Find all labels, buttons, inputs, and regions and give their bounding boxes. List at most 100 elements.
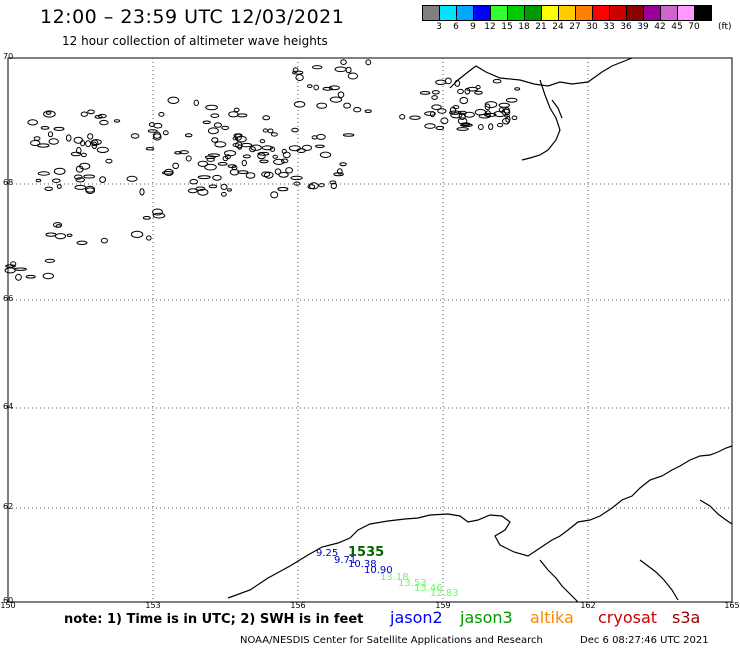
ice-floe xyxy=(228,111,239,118)
ice-floe xyxy=(211,137,219,143)
legend-tick-label: 21 xyxy=(535,22,547,32)
ice-floe xyxy=(444,77,452,85)
ice-floe xyxy=(55,233,66,240)
swh-observation: 13.18 xyxy=(380,572,409,583)
ice-floe xyxy=(113,119,121,123)
ice-floe xyxy=(437,108,447,114)
ice-floe xyxy=(322,86,333,91)
ice-floe xyxy=(257,152,266,160)
ice-floe xyxy=(460,123,473,127)
ice-floe xyxy=(226,188,232,192)
ice-floe xyxy=(152,133,162,141)
ice-floe xyxy=(270,132,278,137)
ice-floe xyxy=(197,160,209,167)
ice-floe xyxy=(233,133,243,138)
ice-floe xyxy=(45,232,57,237)
latitude-label: 62 xyxy=(3,502,14,511)
ice-floe xyxy=(272,154,279,159)
ice-floe xyxy=(91,141,98,150)
ice-floe xyxy=(76,147,82,154)
ice-floe xyxy=(65,134,72,142)
ice-floe xyxy=(56,184,62,189)
satellite-cryosat-label: cryosat xyxy=(598,608,658,627)
ice-floe xyxy=(307,84,313,88)
ice-floe xyxy=(187,188,198,194)
ice-floe xyxy=(70,151,82,157)
ice-floe xyxy=(477,124,484,130)
ice-floe xyxy=(145,147,155,151)
ice-floe xyxy=(195,186,206,191)
legend-swatch xyxy=(661,6,678,20)
ice-floe xyxy=(207,127,219,135)
longitude-label: 150 xyxy=(0,601,16,610)
ice-floe xyxy=(51,178,61,183)
ice-floe xyxy=(153,131,162,139)
ice-floe xyxy=(5,264,16,268)
ice-floe xyxy=(179,150,189,155)
ice-floe xyxy=(207,153,220,158)
ice-floe xyxy=(431,95,438,100)
ice-floe xyxy=(53,126,65,131)
ice-floe xyxy=(329,180,337,185)
latitude-label: 64 xyxy=(3,402,14,411)
legend-swatch xyxy=(559,6,576,20)
longitude-label: 165 xyxy=(724,601,740,610)
ice-floe xyxy=(237,170,249,175)
ice-floe xyxy=(353,107,362,113)
ice-floe xyxy=(261,171,271,178)
ice-floe xyxy=(44,258,56,263)
ice-floe xyxy=(99,119,109,126)
latitude-label: 60 xyxy=(3,596,14,605)
legend-tick-label: 18 xyxy=(518,22,530,32)
ice-floe xyxy=(76,240,88,246)
ice-floe xyxy=(339,162,347,167)
legend-swatch xyxy=(525,6,542,20)
date-text: Dec 6 08:27:46 UTC 2021 xyxy=(580,635,709,646)
ice-floe xyxy=(42,272,54,280)
ice-floe xyxy=(270,191,279,199)
satellite-jason3-label: jason3 xyxy=(460,608,513,627)
legend-swatch xyxy=(542,6,559,20)
ice-floe xyxy=(505,115,511,123)
ice-floe xyxy=(105,158,113,164)
legend-swatch xyxy=(610,6,627,20)
ice-floe xyxy=(264,171,274,179)
ice-floe xyxy=(449,110,462,115)
ice-floe xyxy=(174,151,182,155)
legend-tick-label: 39 xyxy=(637,22,649,32)
satellite-altika-label: altika xyxy=(530,608,574,627)
ice-floe xyxy=(288,145,301,152)
ice-floe xyxy=(475,85,481,90)
ice-floe xyxy=(278,171,289,178)
ice-floe xyxy=(94,115,103,119)
ice-floe xyxy=(259,139,266,144)
swh-observation: 13.53 xyxy=(398,578,427,589)
longitude-label: 153 xyxy=(145,601,161,610)
ice-floe xyxy=(492,78,502,84)
ice-floe xyxy=(4,267,16,274)
ice-floe xyxy=(87,133,94,140)
swh-observation: 9.25 xyxy=(316,548,338,559)
ice-floe xyxy=(13,267,27,271)
ice-floe xyxy=(189,179,198,185)
ice-floe xyxy=(45,111,52,115)
ice-floe xyxy=(261,145,274,151)
ice-floe xyxy=(33,136,41,141)
ice-floe xyxy=(340,59,347,65)
ice-floe xyxy=(435,79,447,86)
latitude-label: 70 xyxy=(3,52,14,61)
ice-floe xyxy=(221,125,230,131)
ice-floe xyxy=(308,182,319,190)
ice-floe xyxy=(347,72,359,80)
legend-swatch xyxy=(474,6,491,20)
ice-floe xyxy=(450,112,463,119)
ice-floe xyxy=(484,103,491,111)
ice-floe xyxy=(74,174,83,180)
ice-floe xyxy=(197,188,209,196)
ice-floe xyxy=(43,110,56,118)
legend-tick-label: 33 xyxy=(603,22,615,32)
ice-floe xyxy=(15,273,22,281)
ice-floe xyxy=(431,104,442,110)
